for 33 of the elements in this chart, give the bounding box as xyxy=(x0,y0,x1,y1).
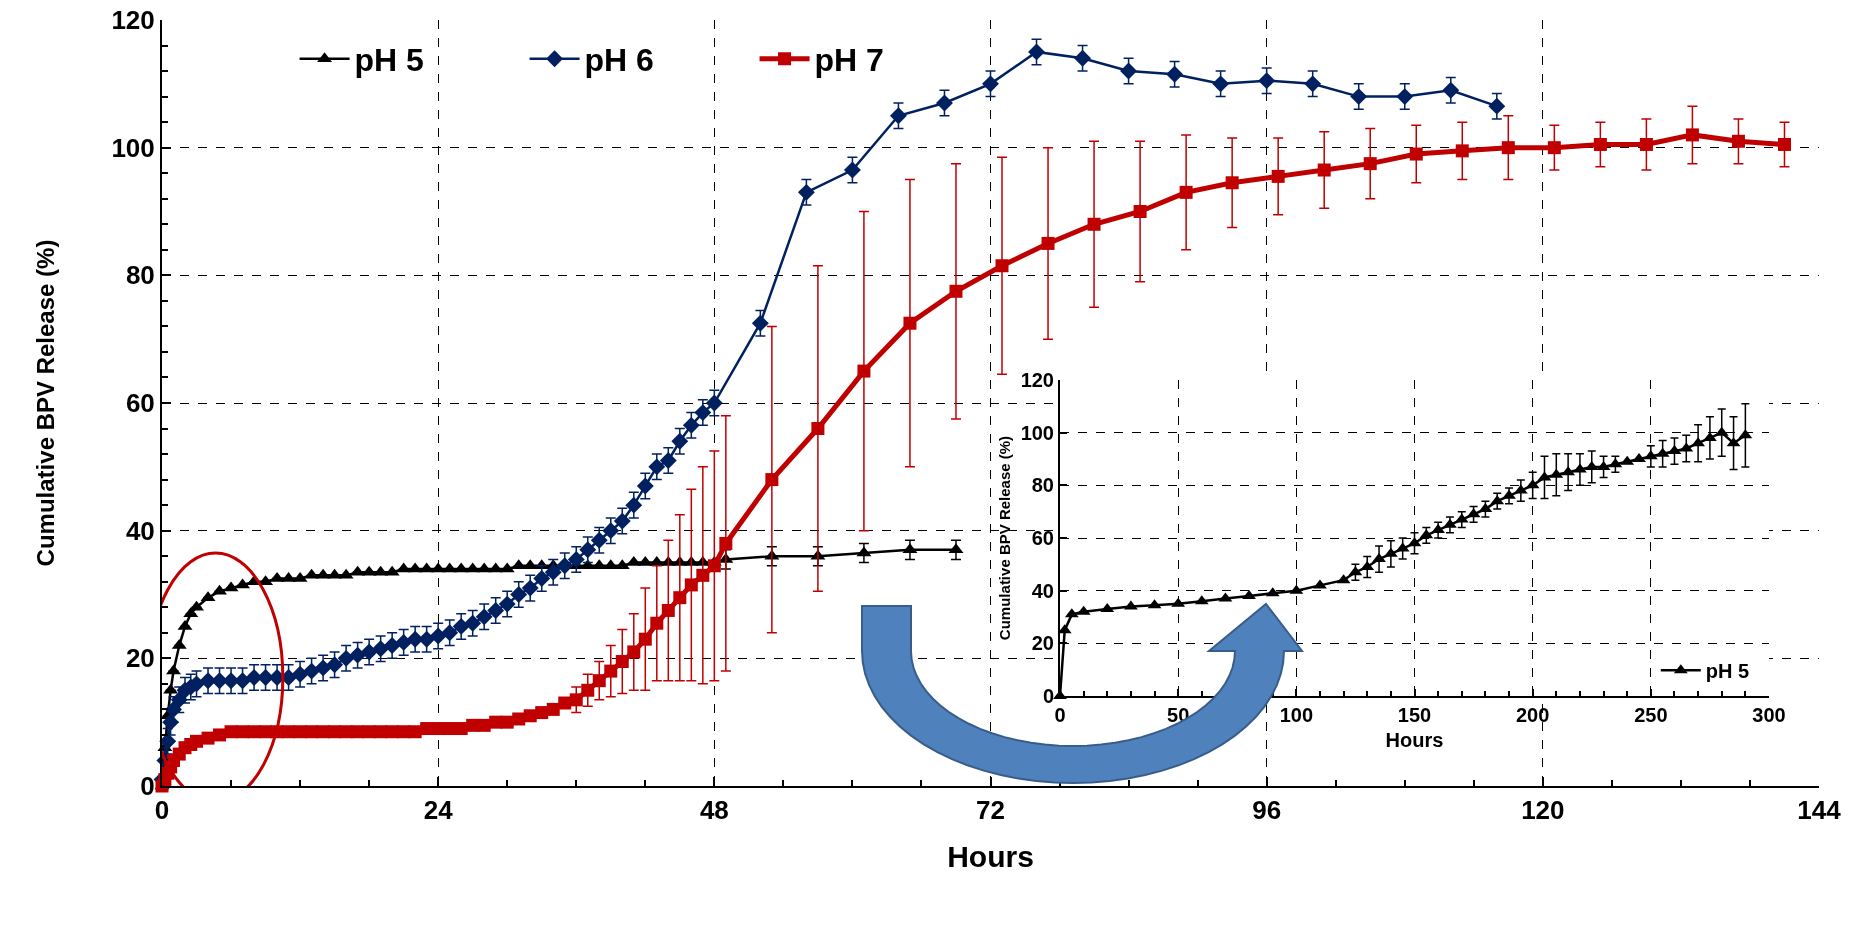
y-tick-label: 120 xyxy=(1020,369,1054,391)
x-tick-label: 144 xyxy=(1797,795,1842,826)
y-tick-label: 60 xyxy=(125,388,155,419)
x-tick-label: 72 xyxy=(976,795,1005,826)
y-tick-label: 80 xyxy=(125,260,155,291)
y-tick-label: 100 xyxy=(111,132,155,163)
y-tick-label: 20 xyxy=(125,643,155,674)
x-axis-title: Hours xyxy=(1385,729,1444,751)
legend-label: pH 5 xyxy=(1705,659,1750,682)
x-tick-label: 96 xyxy=(1252,795,1282,826)
y-tick-label: 0 xyxy=(1042,685,1054,707)
y-tick-label: 120 xyxy=(111,5,155,36)
x-axis-title: Hours xyxy=(947,840,1034,874)
x-tick-label: 150 xyxy=(1397,704,1432,726)
x-tick-label: 250 xyxy=(1634,704,1668,726)
x-tick-label: 48 xyxy=(699,795,729,826)
y-tick-label: 20 xyxy=(1031,632,1054,655)
y-tick-label: 40 xyxy=(125,515,155,546)
y-tick-label: 40 xyxy=(1031,579,1054,602)
y-tick-label: 100 xyxy=(1020,421,1054,444)
legend-label: pH 6 xyxy=(584,42,654,79)
y-axis-title: Cumulative BPV Release (%) xyxy=(996,435,1014,641)
y-axis-title: Cumulative BPV Release (%) xyxy=(32,239,60,567)
legend-label: pH 5 xyxy=(354,42,424,79)
legend-label: pH 7 xyxy=(814,42,884,79)
x-tick-label: 100 xyxy=(1279,704,1314,726)
x-tick-label: 300 xyxy=(1752,704,1786,726)
x-tick-label: 200 xyxy=(1515,704,1550,726)
x-tick-label: 24 xyxy=(423,795,454,826)
x-tick-label: 120 xyxy=(1521,795,1565,826)
y-tick-label: 60 xyxy=(1031,527,1054,549)
y-tick-label: 0 xyxy=(140,771,155,802)
y-tick-label: 80 xyxy=(1031,474,1054,497)
